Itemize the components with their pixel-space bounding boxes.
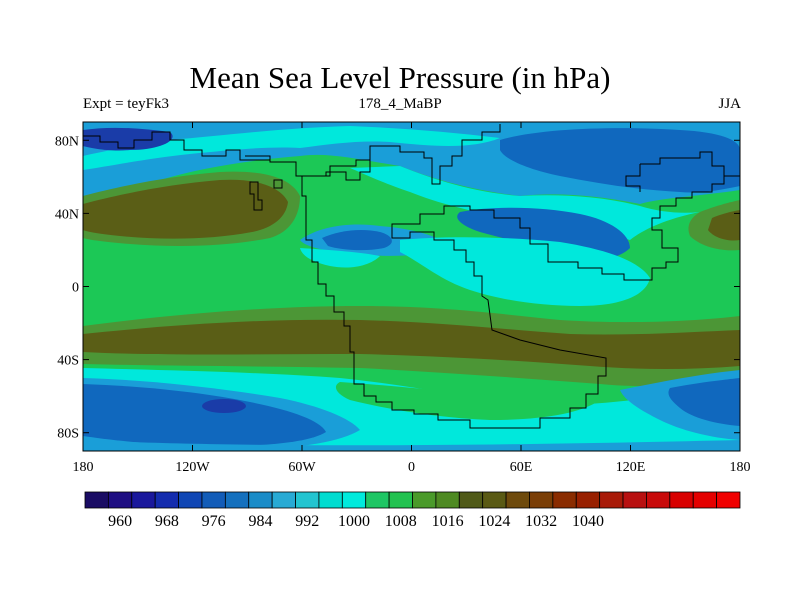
colorbar-swatch bbox=[482, 491, 507, 509]
colorbar-swatch bbox=[669, 491, 694, 509]
period-label: 178_4_MaBP bbox=[358, 96, 442, 112]
field-arctic-navy bbox=[83, 127, 173, 151]
season-label: JJA bbox=[718, 96, 741, 112]
continent-outline-north bbox=[83, 124, 725, 192]
colorbar-swatch bbox=[178, 491, 203, 509]
colorbar-swatch bbox=[201, 491, 226, 509]
colorbar-swatch bbox=[365, 491, 390, 509]
colorbar-swatch bbox=[341, 491, 367, 509]
field-na-low-core bbox=[322, 230, 392, 251]
colorbar-swatch bbox=[575, 491, 601, 509]
experiment-label: Expt = teyFk3 bbox=[83, 96, 169, 112]
colorbar-swatch bbox=[622, 491, 647, 509]
pressure-field bbox=[83, 122, 740, 451]
lat-label: 40N bbox=[55, 207, 79, 222]
colorbar-label: 976 bbox=[202, 513, 226, 530]
lon-label: 120E bbox=[616, 460, 646, 475]
lat-label: 80N bbox=[55, 134, 79, 149]
colorbar-label: 1016 bbox=[432, 513, 464, 530]
continent-outline bbox=[245, 155, 740, 429]
colorbar-label: 992 bbox=[295, 513, 319, 530]
colorbar-swatch bbox=[458, 491, 484, 509]
field-north-cyan bbox=[83, 126, 500, 170]
colorbar-swatch bbox=[599, 491, 624, 509]
field-npac-high bbox=[83, 179, 288, 239]
field-south-low-core bbox=[202, 399, 246, 413]
colorbar-swatch bbox=[388, 491, 413, 509]
chart-title: Mean Sea Level Pressure (in hPa) bbox=[189, 60, 611, 95]
colorbar-swatch bbox=[552, 491, 577, 509]
lon-label: 180 bbox=[730, 460, 751, 475]
colorbar-label: 1008 bbox=[385, 513, 417, 530]
field-asia-low bbox=[457, 207, 630, 260]
colorbar-label: 1040 bbox=[572, 513, 604, 530]
field-south-blue-east bbox=[668, 378, 740, 426]
colorbar-swatch bbox=[646, 491, 671, 509]
longitude-axis: 180 120W 60W 0 60E 120E 180 bbox=[73, 122, 751, 475]
colorbar-swatch bbox=[154, 491, 179, 509]
colorbar bbox=[84, 491, 741, 509]
island-outline bbox=[249, 179, 283, 211]
colorbar-swatch bbox=[529, 491, 554, 509]
colorbar-label: 1024 bbox=[478, 513, 510, 530]
colorbar-swatch bbox=[248, 491, 273, 509]
lon-label: 60W bbox=[288, 460, 316, 475]
lon-label: 120W bbox=[175, 460, 210, 475]
colorbar-label: 960 bbox=[108, 513, 132, 530]
field-north-deep-blue bbox=[500, 128, 740, 193]
lat-label: 40S bbox=[57, 354, 79, 369]
colorbar-swatch bbox=[131, 491, 156, 509]
colorbar-swatch bbox=[505, 491, 530, 509]
lat-label: 0 bbox=[72, 281, 79, 296]
field-south-high bbox=[83, 319, 740, 369]
field-atlantic-cyan bbox=[300, 248, 380, 268]
colorbar-label: 984 bbox=[248, 513, 272, 530]
colorbar-label: 968 bbox=[155, 513, 179, 530]
colorbar-swatch bbox=[692, 491, 718, 509]
colorbar-swatch bbox=[716, 491, 741, 509]
colorbar-label: 1032 bbox=[525, 513, 557, 530]
colorbar-swatch bbox=[107, 491, 133, 509]
colorbar-swatch bbox=[435, 491, 460, 509]
colorbar-swatch bbox=[318, 491, 343, 509]
lon-label: 0 bbox=[408, 460, 415, 475]
lon-label: 180 bbox=[73, 460, 94, 475]
colorbar-swatch bbox=[271, 491, 296, 509]
field-south-blue bbox=[83, 384, 326, 446]
lon-label: 60E bbox=[510, 460, 533, 475]
colorbar-swatch bbox=[295, 491, 320, 509]
field-indian-cyan bbox=[400, 237, 650, 306]
colorbar-labels: 960 968 976 984 992 1000 1008 1016 1024 1032 1040 bbox=[108, 513, 604, 530]
colorbar-label: 1000 bbox=[338, 513, 370, 530]
colorbar-swatch bbox=[412, 491, 437, 509]
lat-label: 80S bbox=[57, 427, 79, 442]
colorbar-swatch bbox=[84, 491, 109, 509]
field-east-high bbox=[708, 210, 740, 241]
colorbar-swatch bbox=[224, 491, 250, 509]
latitude-axis: 80N 40N 0 40S 80S bbox=[55, 134, 740, 442]
